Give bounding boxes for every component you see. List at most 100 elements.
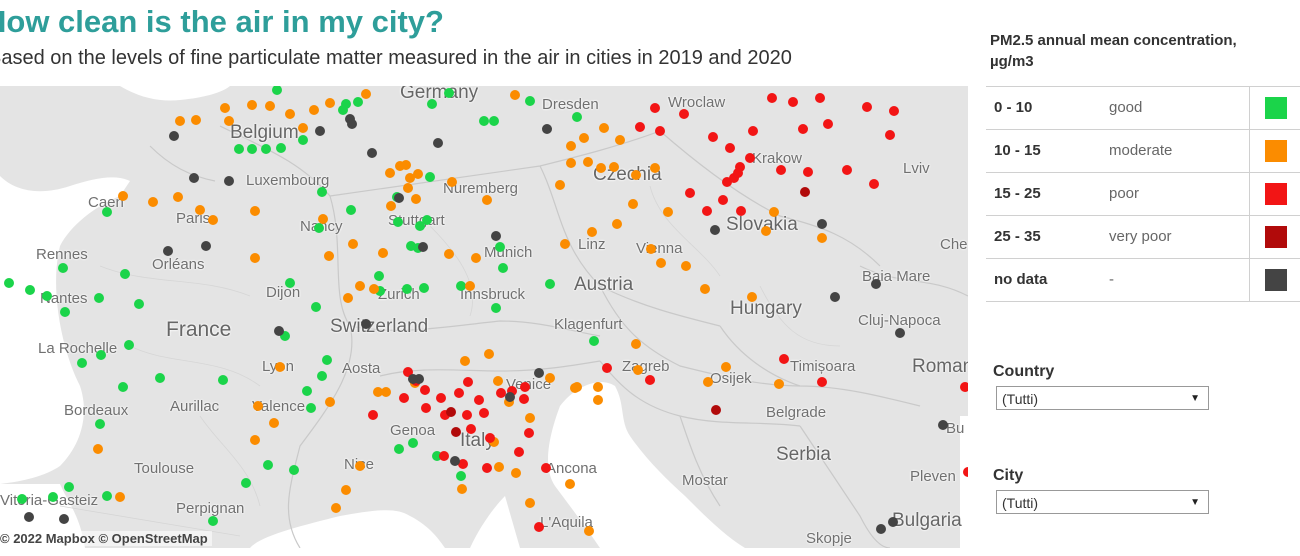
city-marker[interactable] [572, 112, 582, 122]
city-marker[interactable] [403, 367, 413, 377]
city-marker[interactable] [560, 239, 570, 249]
city-marker[interactable] [474, 395, 484, 405]
city-marker[interactable] [315, 126, 325, 136]
city-marker[interactable] [317, 371, 327, 381]
city-marker[interactable] [324, 251, 334, 261]
city-marker[interactable] [454, 388, 464, 398]
city-marker[interactable] [584, 526, 594, 536]
air-quality-map[interactable]: Germany Dresden Wroclaw Belgium Luxembourg Nu… [0, 86, 968, 548]
city-marker[interactable] [247, 100, 257, 110]
city-marker[interactable] [593, 382, 603, 392]
city-marker[interactable] [565, 479, 575, 489]
city-marker[interactable] [124, 340, 134, 350]
city-marker[interactable] [302, 386, 312, 396]
city-marker[interactable] [250, 206, 260, 216]
city-marker[interactable] [64, 482, 74, 492]
city-marker[interactable] [311, 302, 321, 312]
city-marker[interactable] [823, 119, 833, 129]
city-marker[interactable] [247, 144, 257, 154]
city-marker[interactable] [817, 219, 827, 229]
city-marker[interactable] [593, 395, 603, 405]
city-marker[interactable] [889, 106, 899, 116]
city-marker[interactable] [482, 463, 492, 473]
city-marker[interactable] [118, 191, 128, 201]
city-marker[interactable] [134, 299, 144, 309]
city-marker[interactable] [718, 195, 728, 205]
city-marker[interactable] [457, 484, 467, 494]
city-marker[interactable] [736, 206, 746, 216]
city-marker[interactable] [456, 471, 466, 481]
city-marker[interactable] [96, 350, 106, 360]
city-marker[interactable] [729, 173, 739, 183]
city-marker[interactable] [456, 281, 466, 291]
city-marker[interactable] [888, 517, 898, 527]
city-marker[interactable] [411, 194, 421, 204]
city-marker[interactable] [519, 394, 529, 404]
city-marker[interactable] [42, 291, 52, 301]
city-marker[interactable] [489, 437, 499, 447]
city-marker[interactable] [155, 373, 165, 383]
city-marker[interactable] [650, 103, 660, 113]
city-marker[interactable] [511, 468, 521, 478]
city-marker[interactable] [504, 397, 514, 407]
city-marker[interactable] [406, 241, 416, 251]
city-marker[interactable] [272, 86, 282, 95]
city-marker[interactable] [385, 168, 395, 178]
city-marker[interactable] [285, 278, 295, 288]
city-marker[interactable] [386, 201, 396, 211]
city-marker[interactable] [265, 101, 275, 111]
city-marker[interactable] [681, 261, 691, 271]
city-marker[interactable] [484, 349, 494, 359]
city-marker[interactable] [24, 512, 34, 522]
city-marker[interactable] [747, 292, 757, 302]
city-marker[interactable] [250, 435, 260, 445]
city-marker[interactable] [234, 144, 244, 154]
city-marker[interactable] [798, 124, 808, 134]
city-marker[interactable] [702, 206, 712, 216]
city-marker[interactable] [615, 135, 625, 145]
city-marker[interactable] [572, 382, 582, 392]
city-marker[interactable] [862, 102, 872, 112]
city-marker[interactable] [895, 328, 905, 338]
city-marker[interactable] [631, 339, 641, 349]
city-marker[interactable] [378, 248, 388, 258]
city-marker[interactable] [394, 193, 404, 203]
city-marker[interactable] [451, 427, 461, 437]
city-marker[interactable] [788, 97, 798, 107]
city-marker[interactable] [446, 407, 456, 417]
city-marker[interactable] [280, 331, 290, 341]
city-marker[interactable] [876, 524, 886, 534]
city-marker[interactable] [460, 356, 470, 366]
city-marker[interactable] [341, 99, 351, 109]
city-marker[interactable] [685, 188, 695, 198]
city-marker[interactable] [542, 124, 552, 134]
city-marker[interactable] [566, 158, 576, 168]
city-marker[interactable] [545, 373, 555, 383]
city-marker[interactable] [208, 215, 218, 225]
city-marker[interactable] [94, 293, 104, 303]
city-marker[interactable] [566, 141, 576, 151]
city-marker[interactable] [325, 98, 335, 108]
city-marker[interactable] [355, 461, 365, 471]
city-marker[interactable] [115, 492, 125, 502]
city-marker[interactable] [220, 103, 230, 113]
legend-row-very-poor[interactable]: 25 - 35 very poor [986, 216, 1300, 259]
city-marker[interactable] [368, 410, 378, 420]
city-marker[interactable] [173, 192, 183, 202]
city-marker[interactable] [583, 157, 593, 167]
city-filter-dropdown[interactable]: (Tutti) ▼ [996, 490, 1209, 514]
city-marker[interactable] [298, 135, 308, 145]
city-marker[interactable] [381, 387, 391, 397]
city-marker[interactable] [93, 444, 103, 454]
city-marker[interactable] [650, 163, 660, 173]
city-marker[interactable] [408, 374, 418, 384]
city-marker[interactable] [413, 169, 423, 179]
city-marker[interactable] [331, 503, 341, 513]
city-marker[interactable] [803, 167, 813, 177]
city-marker[interactable] [711, 405, 721, 415]
city-marker[interactable] [393, 217, 403, 227]
city-marker[interactable] [276, 143, 286, 153]
city-marker[interactable] [148, 197, 158, 207]
city-marker[interactable] [414, 374, 424, 384]
city-marker[interactable] [663, 207, 673, 217]
